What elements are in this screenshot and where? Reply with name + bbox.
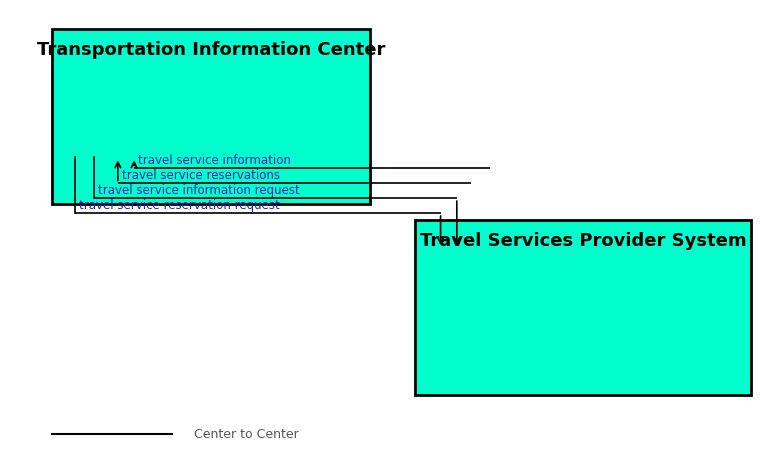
Text: travel service information: travel service information xyxy=(138,154,290,167)
Text: Center to Center: Center to Center xyxy=(194,428,299,440)
Text: travel service reservations: travel service reservations xyxy=(121,169,280,182)
Bar xyxy=(415,220,752,395)
Text: travel service reservation request: travel service reservation request xyxy=(78,199,280,212)
Text: Travel Services Provider System: Travel Services Provider System xyxy=(420,232,746,249)
Bar xyxy=(52,29,370,204)
Text: travel service information request: travel service information request xyxy=(98,184,299,197)
Text: Transportation Information Center: Transportation Information Center xyxy=(37,41,385,59)
